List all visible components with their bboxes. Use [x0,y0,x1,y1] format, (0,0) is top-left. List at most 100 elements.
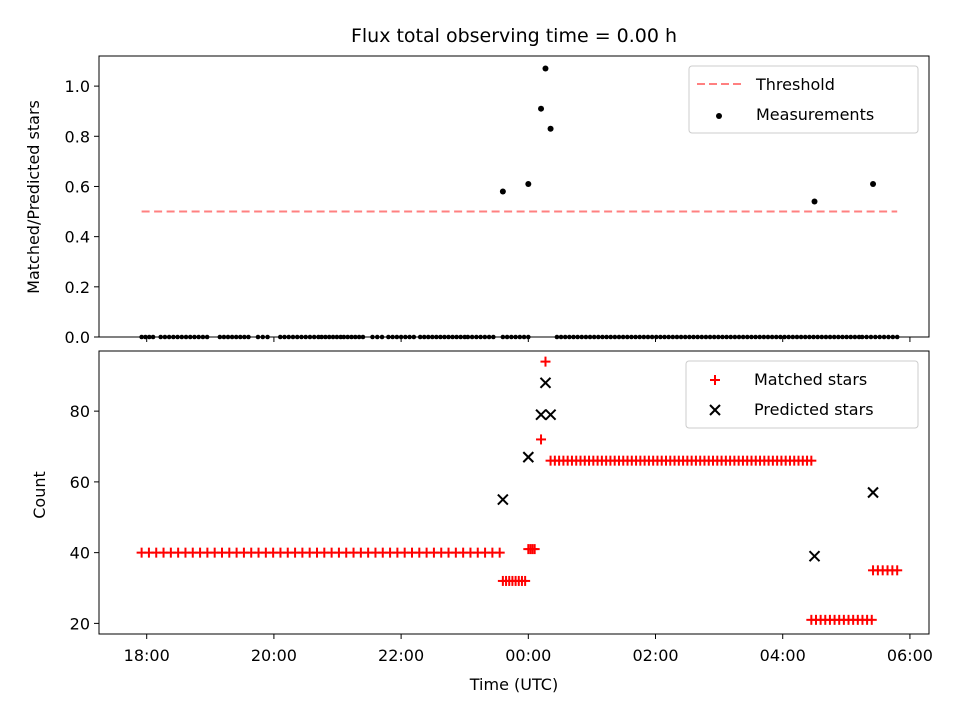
measurement-point [624,334,630,340]
measurement-point [465,334,471,340]
measurement-point [260,334,266,340]
legend-matched-label: Matched stars [754,370,867,389]
measurement-point [616,334,622,340]
top-panel: Flux total observing time = 0.00 h 0.00.… [24,25,930,347]
measurement-point [870,180,877,187]
measurement-point [852,334,858,340]
measurement-point [307,334,313,340]
chart-title: Flux total observing time = 0.00 h [351,25,677,47]
measurement-point [859,334,865,340]
measurement-point [411,334,417,340]
measurement-point [217,334,223,340]
measurement-point [282,334,287,340]
measurement-point [370,334,375,340]
measurement-point [394,334,400,340]
measurement-point [200,334,206,340]
measurement-point [836,334,841,340]
measurement-point [162,334,168,340]
measurement-point [649,334,655,340]
measurement-point [303,334,309,340]
measurement-point [179,334,185,340]
matched-star-point [529,544,540,555]
measurement-point [848,334,854,340]
measurement-point [890,334,896,340]
measurement-point [600,334,605,340]
measurement-point [575,334,580,340]
measurement-point [500,334,506,340]
measurement-point [608,334,614,340]
measurement-point [761,334,767,340]
measurement-point [802,334,808,340]
bottom-legend-frame [685,360,919,429]
measurement-point [294,334,300,340]
measurement-point [192,334,197,340]
measurement-point [311,334,317,340]
measurement-point [474,334,479,340]
measurement-point [658,334,663,340]
measurement-point [864,334,869,340]
measurement-point [740,334,746,340]
matched-star-point [866,614,877,625]
measurement-point [379,334,385,340]
measurement-point [547,125,554,132]
measurement-point [233,334,239,340]
measurement-point [831,334,837,340]
measurement-point [513,334,518,340]
measurement-point [204,334,210,340]
measurement-point [299,334,304,340]
measurement-point [286,334,292,340]
measurement-point [811,334,816,340]
measurement-point [517,334,523,340]
measurement-point [815,334,820,340]
measurement-point [139,334,144,340]
measurement-point [612,334,618,340]
measurement-point [753,334,758,340]
measurement-point [670,334,676,340]
bottom-y-tick-label: 20 [70,614,90,633]
predicted-star-point [497,493,509,506]
measurement-point [674,334,680,340]
measurement-point [823,334,829,340]
bottom-x-tick-label: 02:00 [632,646,678,665]
measurement-point [374,334,380,340]
legend-matched-marker [710,375,720,385]
measurement-point [562,334,568,340]
measurement-point [798,334,804,340]
bottom-x-ticks: 18:00 20:00 22:00 00:00 02:00 04:00 06:00 [124,634,933,665]
measurement-point [720,334,725,340]
measurement-point [633,334,638,340]
measurement-point [620,334,626,340]
matched-star-point [540,356,551,367]
measurement-point [856,334,862,340]
measurement-point [886,334,891,340]
measurement-point [827,334,833,340]
measurement-point [629,334,634,340]
measurement-point [844,334,849,340]
measurement-point [175,334,180,340]
measurement-point [438,334,443,340]
measurement-point [732,334,738,340]
measurement-point [736,334,742,340]
measurement-point [450,334,455,340]
measurement-point [469,334,475,340]
matched-star-point [536,434,547,445]
measurement-point [711,334,717,340]
measurement-point [166,334,172,340]
top-data [139,65,900,340]
measurement-point [403,334,408,340]
matched-star-point [520,575,531,586]
bottom-x-tick-label: 06:00 [887,646,933,665]
measurement-point [486,334,492,340]
measurement-point [567,334,572,340]
measurement-point [146,334,152,340]
measurement-point [319,334,324,340]
measurement-point [425,334,431,340]
measurement-point [691,334,696,340]
measurement-point [894,334,900,340]
measurement-point [509,334,514,340]
measurement-point [666,334,671,340]
measurement-point [225,334,231,340]
bottom-x-tick-label: 18:00 [124,646,170,665]
bottom-y-ticks: 20 40 60 80 [70,402,99,633]
